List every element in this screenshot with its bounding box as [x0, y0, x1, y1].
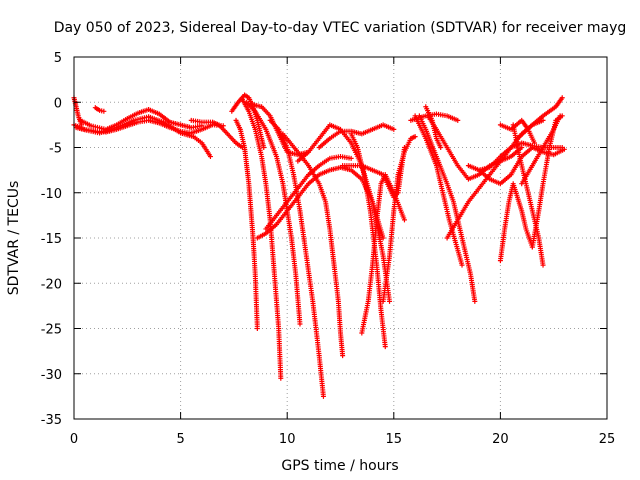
series-arc25: [412, 113, 465, 268]
y-tick-label: -25: [41, 323, 62, 338]
data-point: [519, 145, 525, 150]
x-tick-label: 15: [386, 432, 403, 447]
x-tick-labels: 0 5 10 15 20 25: [70, 432, 615, 447]
data-point: [278, 375, 284, 381]
y-tick-label: -10: [41, 187, 62, 202]
data-point: [320, 393, 326, 399]
series-arc5: [92, 105, 107, 114]
data-point: [380, 235, 386, 241]
data-point: [261, 145, 267, 150]
data-point: [412, 134, 418, 140]
x-axis-label: GPS time / hours: [281, 458, 398, 474]
series-arc13: [280, 131, 346, 359]
data-point: [391, 126, 397, 132]
series-arc33: [514, 95, 565, 141]
data-point: [101, 108, 107, 114]
data-point: [455, 117, 461, 123]
data-point: [340, 353, 346, 359]
chart-title: Day 050 of 2023, Sidereal Day-to-day VTE…: [54, 20, 627, 36]
data-point: [532, 140, 538, 146]
data-point: [438, 145, 444, 150]
data-point: [559, 95, 565, 101]
x-tick-label: 25: [599, 432, 616, 447]
data-point: [561, 146, 567, 152]
data-point: [459, 262, 465, 268]
data-point: [540, 117, 546, 123]
series-arc22: [408, 111, 461, 123]
data-point: [78, 122, 84, 128]
series-arc15: [263, 154, 354, 232]
data-point: [382, 344, 388, 350]
y-tick-labels: 5 0 -5 -10 -15 -20 -25 -30 -35: [41, 51, 62, 428]
y-tick-label: 5: [54, 51, 62, 66]
series-arc16: [295, 122, 393, 304]
data-point: [207, 154, 213, 160]
y-tick-label: -30: [41, 368, 62, 383]
series-arc6: [188, 117, 245, 150]
x-tick-label: 5: [176, 432, 184, 447]
data-point: [559, 113, 565, 119]
series-arc35: [529, 113, 565, 250]
data-point: [348, 155, 354, 161]
y-tick-label: -15: [41, 232, 62, 247]
series-arc17: [316, 122, 397, 150]
x-tick-label: 10: [279, 432, 296, 447]
series-arc8: [233, 117, 260, 331]
series-arc2: [77, 106, 205, 132]
y-tick-label: -20: [41, 277, 62, 292]
data-point: [297, 321, 303, 327]
data-point: [387, 298, 393, 304]
data-point: [401, 217, 407, 223]
grid: [74, 57, 607, 419]
y-tick-label: -5: [49, 142, 62, 157]
y-tick-label: 0: [54, 96, 62, 111]
data-point: [254, 326, 260, 331]
series-arc20: [359, 172, 407, 336]
data-points: [71, 92, 567, 399]
series-arc4: [71, 95, 84, 128]
x-tick-label: 0: [70, 432, 78, 447]
y-axis-label: SDTVAR / TECUs: [6, 181, 22, 296]
y-tick-label: -35: [41, 413, 62, 428]
tick-marks: [73, 56, 608, 420]
x-tick-label: 20: [492, 432, 509, 447]
data-point: [472, 298, 478, 304]
data-point: [540, 262, 546, 268]
series-arc21: [380, 134, 418, 304]
